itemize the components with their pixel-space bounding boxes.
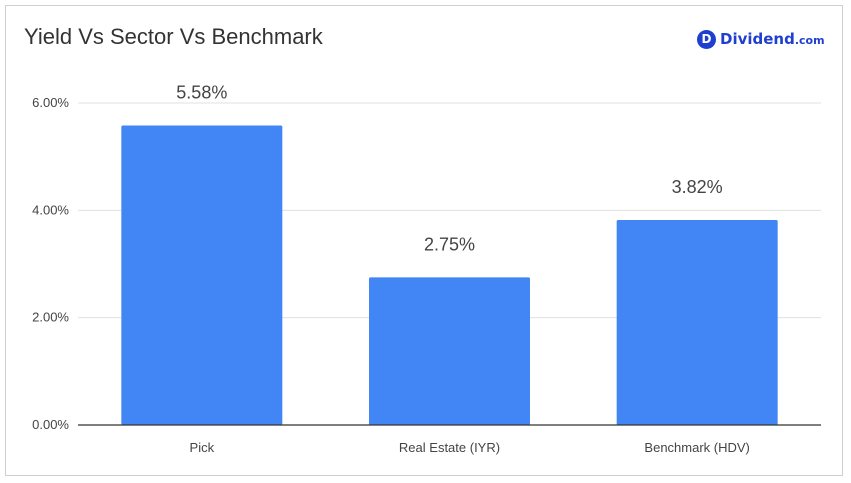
y-tick-label: 4.00% (32, 202, 69, 217)
data-label: 5.58% (176, 83, 227, 103)
dividend-logo-icon: D (697, 29, 716, 49)
x-tick-label: Real Estate (IYR) (399, 440, 500, 455)
y-tick-label: 0.00% (32, 417, 69, 432)
chart-title: Yield Vs Sector Vs Benchmark (24, 24, 323, 49)
data-label: 3.82% (672, 177, 723, 197)
x-tick-label: Benchmark (HDV) (644, 440, 749, 455)
bar (616, 219, 778, 425)
y-tick-label: 6.00% (32, 95, 69, 110)
logo-tld: .com (794, 34, 825, 47)
y-tick-label: 2.00% (32, 310, 69, 325)
logo-name: Dividend (720, 30, 795, 48)
dividend-logo: D Dividend .com (697, 28, 825, 50)
bar (369, 277, 530, 425)
bar (121, 125, 283, 425)
x-tick-label: Pick (190, 440, 215, 455)
data-label: 2.75% (424, 234, 475, 254)
